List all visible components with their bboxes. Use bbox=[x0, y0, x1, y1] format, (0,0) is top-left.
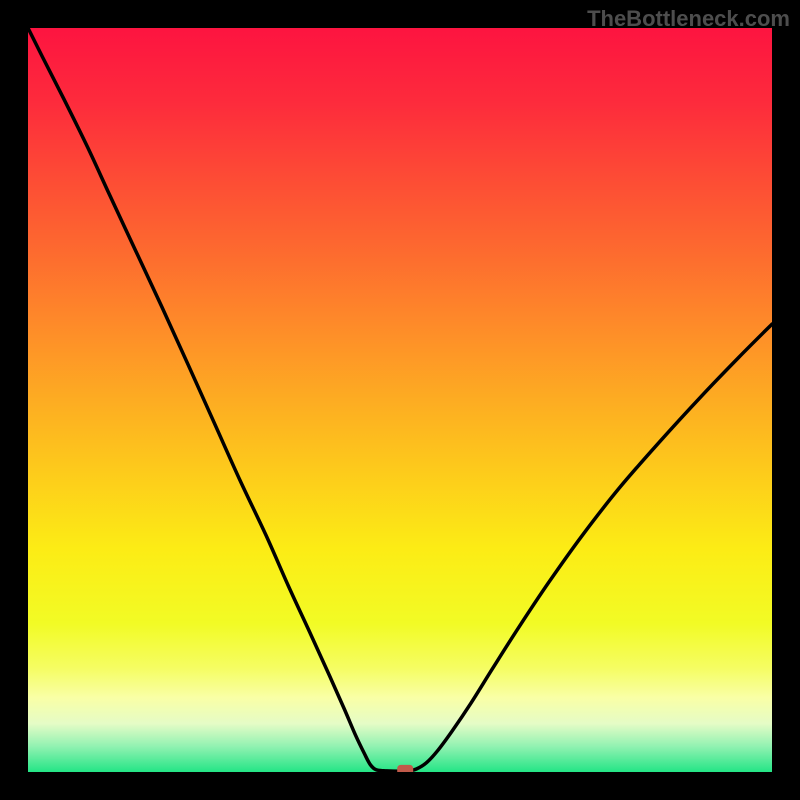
chart-gradient-background bbox=[28, 28, 772, 772]
bottleneck-chart bbox=[0, 0, 800, 800]
watermark-label: TheBottleneck.com bbox=[587, 6, 790, 32]
